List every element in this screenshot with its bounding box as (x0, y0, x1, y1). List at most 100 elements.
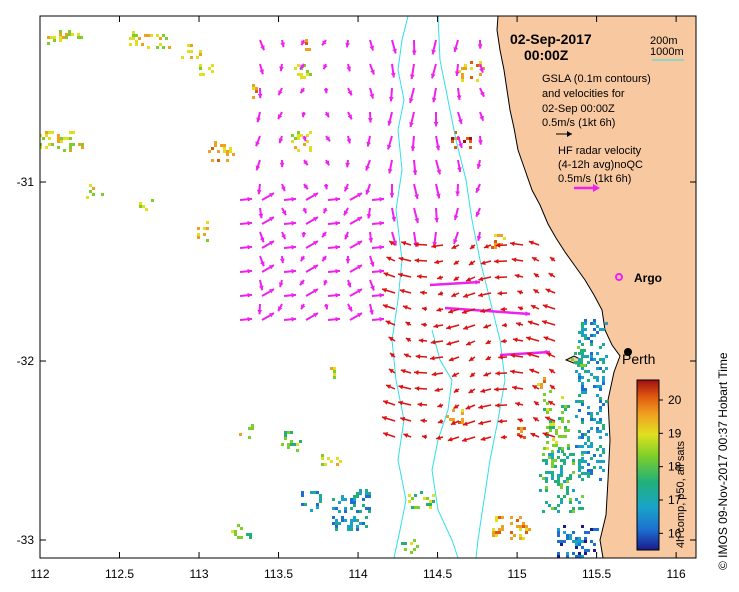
sst-pixel (587, 549, 590, 552)
velocity-arrowhead (302, 136, 307, 142)
velocity-arrowhead (510, 353, 516, 359)
velocity-arrowhead (335, 292, 340, 298)
sst-pixel (420, 491, 423, 494)
velocity-arrowhead (323, 280, 328, 286)
sst-pixel (599, 367, 602, 370)
sst-pixel (564, 426, 567, 429)
sst-pixel (548, 504, 551, 507)
sst-pixel (590, 442, 593, 445)
sst-pixel (552, 444, 555, 447)
sst-pixel (72, 143, 75, 146)
sst-pixel (309, 131, 312, 134)
sst-pixel (303, 76, 306, 79)
sst-pixel (599, 430, 602, 433)
sst-pixel (426, 497, 429, 500)
sst-pixel (575, 546, 578, 549)
sst-pixel (53, 39, 56, 42)
sst-pixel (563, 495, 566, 498)
velocity-arrowhead (453, 404, 459, 409)
sst-pixel (543, 393, 546, 396)
sst-pixel (566, 456, 569, 459)
sst-pixel-layer (40, 30, 608, 558)
velocity-arrowhead (450, 420, 456, 425)
velocity-arrowhead (432, 241, 438, 247)
sst-pixel (344, 510, 347, 513)
sst-pixel (563, 459, 566, 462)
sst-pixel (569, 534, 572, 537)
axis-layer: 112 112.5 113 113.5 114 114.5 115 115.5 116 -31 -3… (17, 16, 696, 581)
sst-pixel (602, 403, 605, 406)
velocity-arrowhead (335, 196, 340, 202)
sst-pixel (297, 149, 300, 152)
sst-pixel (479, 73, 482, 76)
velocity-arrowhead (466, 340, 472, 346)
sst-pixel (581, 445, 584, 448)
sst-pixel (561, 450, 564, 453)
x-tick-label: 114.5 (423, 567, 452, 581)
sst-pixel (580, 349, 583, 352)
velocity-arrowhead (247, 220, 252, 226)
x-tick-label: 112.5 (105, 567, 134, 581)
sst-pixel (572, 453, 575, 456)
velocity-arrowhead (398, 256, 404, 262)
velocity-arrowhead (322, 40, 327, 46)
sst-pixel (581, 328, 584, 331)
sst-pixel (319, 500, 322, 503)
velocity-arrowhead (335, 316, 340, 322)
sst-pixel (578, 543, 581, 546)
sst-pixel (566, 477, 569, 480)
sst-pixel (584, 549, 587, 552)
x-tick-label: 116 (667, 567, 686, 581)
sst-pixel (564, 405, 567, 408)
argo-marker (615, 273, 623, 281)
sst-pixel (587, 370, 590, 373)
velocity-arrowhead (414, 242, 419, 247)
velocity-arrowhead (495, 402, 500, 408)
velocity-arrowhead (453, 276, 459, 281)
velocity-arrowhead (475, 187, 481, 193)
sst-pixel (48, 131, 51, 134)
sst-pixel (165, 37, 168, 40)
sst-pixel (575, 400, 578, 403)
sst-pixel (494, 246, 497, 249)
velocity-arrowhead (528, 240, 534, 246)
velocity-arrowhead (532, 385, 538, 390)
sst-pixel (50, 36, 53, 39)
velocity-arrowhead (256, 189, 262, 195)
velocity-arrowhead (529, 368, 535, 374)
sst-pixel (575, 415, 578, 418)
velocity-arrowhead (386, 144, 392, 150)
sst-pixel (563, 531, 566, 534)
sst-pixel (599, 454, 602, 457)
velocity-arrowhead (403, 433, 409, 438)
velocity-arrowhead (434, 259, 440, 265)
sst-pixel (590, 358, 593, 361)
sst-pixel (249, 536, 252, 539)
velocity-arrowhead (457, 167, 462, 172)
sst-pixel (596, 427, 599, 430)
sst-pixel (596, 412, 599, 415)
velocity-arrowhead (369, 261, 375, 267)
sst-pixel (566, 555, 569, 558)
sst-pixel (560, 471, 563, 474)
velocity-arrowhead (476, 235, 482, 241)
sst-pixel (546, 441, 549, 444)
sst-pixel (356, 525, 359, 528)
velocity-arrowhead (405, 321, 411, 327)
sst-pixel (549, 423, 552, 426)
sst-pixel (593, 334, 596, 337)
sst-pixel (368, 492, 371, 495)
sst-pixel (560, 486, 563, 489)
velocity-arrowhead (392, 48, 397, 54)
velocity-arrowhead (469, 372, 475, 377)
sst-pixel (297, 131, 300, 134)
sst-pixel (572, 507, 575, 510)
sst-pixel (539, 474, 542, 477)
sst-pixel (558, 417, 561, 420)
velocity-arrowhead (437, 275, 442, 280)
velocity-arrowhead (301, 304, 306, 310)
sst-pixel (332, 507, 335, 510)
velocity-arrowhead (247, 244, 252, 250)
velocity-arrowhead (379, 292, 384, 298)
